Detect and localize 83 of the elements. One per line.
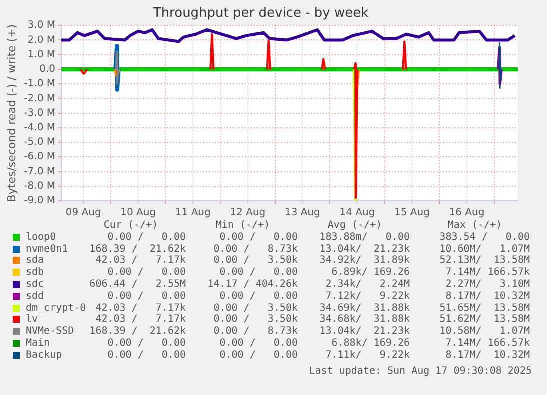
text: 8.17M/ 10.32M xyxy=(444,290,530,302)
text: 0.00 / 0.00 xyxy=(106,267,186,278)
text: 0.00 / 0.00 xyxy=(106,350,186,361)
text: 7.12k/ 9.22k xyxy=(324,290,410,302)
y-tick-label: -3.0 M xyxy=(24,108,56,119)
y-tick-label: 2.0 M xyxy=(28,34,56,46)
legend-label: sdc xyxy=(26,278,44,290)
text: 0.00 / 0.00 xyxy=(218,338,298,349)
text: 168.39 / 21.62k xyxy=(88,326,186,338)
legend-label: lv xyxy=(26,314,38,326)
text: 13.04k/ 21.23k xyxy=(318,326,410,338)
text: 10.60M/ 1.07M xyxy=(438,244,530,255)
text: 7.11k/ 9.22k xyxy=(324,350,410,361)
text: 2.27M/ 3.10M xyxy=(444,278,530,290)
text: 51.65M/ 13.58M xyxy=(438,302,530,314)
text: 168.39 / 21.62k xyxy=(88,244,186,255)
text: 383.54 / 0.00 xyxy=(438,232,530,243)
text: 34.92k/ 31.89k xyxy=(318,255,410,266)
text: 0.00 / 8.73k xyxy=(212,244,298,255)
text: 42.03 / 7.17k xyxy=(96,302,186,314)
text: 34.69k/ 31.88k xyxy=(318,302,410,314)
legend-label: NVMe-SSD xyxy=(26,326,74,338)
text: Avg (-/+) xyxy=(326,220,384,231)
y-tick-label: 0.0 xyxy=(40,64,56,76)
legend-label: dm_crypt-0 xyxy=(26,302,86,314)
x-tick-label: 10 Aug xyxy=(120,208,156,219)
text: 0.00 / 0.00 xyxy=(106,338,186,349)
text: 51.62M/ 13.58M xyxy=(438,314,530,326)
text: 0.00 / 0.00 xyxy=(218,350,298,361)
y-tick-label: 3.0 M xyxy=(28,20,56,32)
text: 2.34k/ 2.24M xyxy=(324,278,410,290)
x-tick-label: 12 Aug xyxy=(230,208,266,219)
text: 606.44 / 2.55M xyxy=(88,278,186,290)
text: 0.00 / 0.00 xyxy=(218,232,298,243)
x-tick-label: 09 Aug xyxy=(66,208,102,219)
text: Last update: Sun Aug 17 09:30:08 2025 xyxy=(309,366,532,377)
text: 42.03 / 7.17k xyxy=(94,255,186,266)
y-tick-label: -8.0 M xyxy=(24,180,56,192)
y-tick-label: -9.0 M xyxy=(24,196,56,207)
text: 34.68k/ 31.88k xyxy=(318,314,410,326)
legend-label: sda xyxy=(26,255,44,266)
text: 52.13M/ 13.58M xyxy=(438,255,530,266)
x-tick-label: 15 Aug xyxy=(394,208,430,219)
text: 0.00 / 3.50k xyxy=(212,302,298,314)
x-tick-label: 13 Aug xyxy=(284,208,320,219)
legend-label: Backup xyxy=(26,350,62,361)
chart-title: Throughput per device - by week xyxy=(152,6,370,22)
y-tick-label: -7.0 M xyxy=(24,166,56,178)
y-tick-label: -4.0 M xyxy=(24,122,56,134)
text: 6.88k/ 169.26 xyxy=(330,338,410,349)
text: 14.17 / 404.26k xyxy=(206,278,298,290)
x-tick-label: 14 Aug xyxy=(340,208,376,219)
text: Max (-/+) xyxy=(446,220,504,231)
text: 7.14M/ 166.57k xyxy=(444,338,530,349)
text: 0.00 / 3.50k xyxy=(212,314,298,326)
text: 13.04k/ 21.23k xyxy=(318,244,410,255)
text: 0.00 / 0.00 xyxy=(218,267,298,278)
text: 0.00 / 8.73k xyxy=(212,326,298,338)
text: 0.00 / 0.00 xyxy=(106,290,186,302)
y-tick-label: -6.0 M xyxy=(24,152,56,163)
text: 42.03 / 7.17k xyxy=(94,314,186,326)
text: 0.00 / 3.50k xyxy=(212,255,298,266)
x-tick-label: 11 Aug xyxy=(175,208,211,219)
text: Min (-/+) xyxy=(214,220,272,231)
text: 0.00 / 0.00 xyxy=(218,290,298,302)
y-tick-label: 1.0 M xyxy=(28,49,56,60)
legend-label: sdb xyxy=(26,267,44,278)
text: 10.58M/ 1.07M xyxy=(438,326,530,338)
y-tick-label: -2.0 M xyxy=(24,93,56,104)
text: 183.88m/ 0.00 xyxy=(318,232,410,243)
text: Cur (-/+) xyxy=(102,220,160,231)
text: 6.89k/ 169.26 xyxy=(330,267,410,278)
legend-label: loop0 xyxy=(26,232,56,243)
text: 8.17M/ 10.32M xyxy=(444,350,530,361)
legend-label: Main xyxy=(26,338,50,349)
legend-label: sdd xyxy=(26,290,44,302)
y-tick-label: -5.0 M xyxy=(24,137,56,148)
y-tick-label: -1.0 M xyxy=(24,78,56,90)
y-axis-title: Bytes/second read (-) / write (+) xyxy=(5,24,18,202)
text: 0.00 / 0.00 xyxy=(106,232,186,243)
legend-label: nvme0n1 xyxy=(26,244,68,255)
text: 7.14M/ 166.57k xyxy=(444,267,530,278)
x-tick-label: 16 Aug xyxy=(449,208,485,219)
